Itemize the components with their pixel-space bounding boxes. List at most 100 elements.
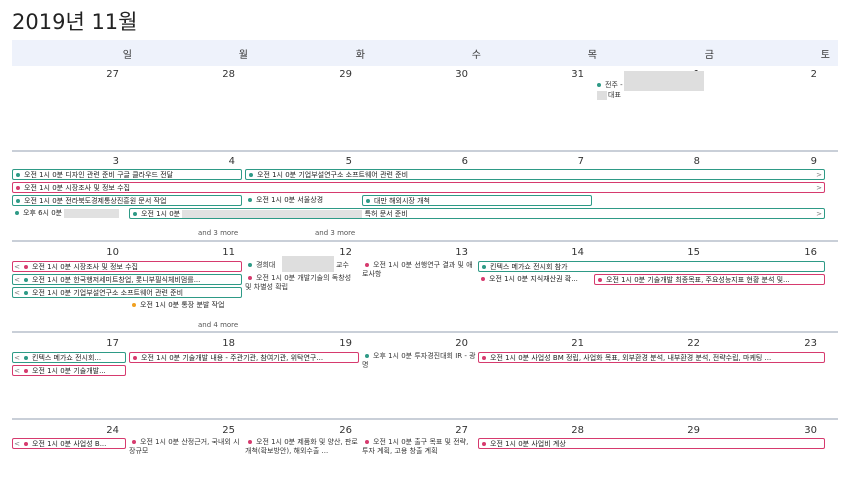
event-bar[interactable]: < 오전 1시 0분 시장조사 및 정보 수집: [12, 261, 242, 272]
event-bar[interactable]: 오전 1시 0분 기술개발 내용 - 주관기관, 참여기관, 위탁연구...: [129, 352, 359, 363]
event-dot-icon: [16, 198, 20, 203]
event-label: 오전 1시 0분 지식재산권 확...: [489, 275, 578, 283]
event-item[interactable]: 경희대: [245, 261, 275, 270]
day-number[interactable]: 6: [461, 156, 468, 167]
day-number[interactable]: 28: [222, 69, 235, 80]
event-bar[interactable]: 대만 해외시장 개척: [362, 195, 592, 206]
event-bar[interactable]: < 오전 1시 0분 기술개발...: [12, 365, 126, 376]
event-label: 오전 1시 0분 기술개발 최종목표, 주요성능지표 현황 분석 및...: [606, 276, 790, 284]
event-bar[interactable]: 오전 1시 0분 디자인 관련 준비 구글 클라우드 전달: [12, 169, 242, 180]
day-number[interactable]: 7: [577, 156, 584, 167]
day-number[interactable]: 16: [804, 247, 817, 258]
day-number[interactable]: 28: [571, 425, 584, 436]
event-label: 오전 1시 0분 서울상경: [256, 196, 324, 204]
event-item[interactable]: 오전 1시 0분 개발기술의 독창성 및 차별성 확립: [245, 274, 359, 292]
day-number[interactable]: 23: [804, 338, 817, 349]
event-dot-icon: [16, 185, 20, 190]
event-item[interactable]: 오전 1시 0분 선행연구 결과 및 애로사항: [362, 261, 476, 279]
event-item[interactable]: 오후 1시 0분 투자경진대회 IR - 광명: [362, 352, 476, 370]
more-events-link[interactable]: and 3 more: [315, 229, 356, 237]
event-dot-icon: [482, 355, 486, 360]
day-number[interactable]: 12: [339, 247, 352, 258]
day-number[interactable]: 2: [810, 69, 817, 80]
day-number[interactable]: 27: [455, 425, 468, 436]
day-number[interactable]: 29: [687, 425, 700, 436]
event-bar[interactable]: < 오전 1시 0분 기업부설연구소 소프트웨어 관련 준비: [12, 287, 242, 298]
chevron-right-icon: >: [816, 210, 822, 218]
event-dot-icon: [248, 262, 252, 267]
event-dot-icon: [24, 441, 28, 446]
day-number[interactable]: 24: [106, 425, 119, 436]
event-item[interactable]: 오전 1시 0분 제품화 및 양산, 판로개척(확보방안), 해외수출 ...: [245, 438, 359, 456]
event-item[interactable]: 오전 1시 0분 지식재산권 확...: [478, 274, 593, 285]
event-bar[interactable]: 오전 1시 0분 기업부설연구소 소프트웨어 관련 준비 >: [245, 169, 825, 180]
event-item[interactable]: 오전 1시 0분 출구 목표 및 전략, 투자 계획, 고용 창출 계획: [362, 438, 476, 456]
day-number[interactable]: 27: [106, 69, 119, 80]
event-bar[interactable]: 킨텍스 메가쇼 전시회 참가: [478, 261, 825, 272]
event-dot-icon: [248, 439, 252, 444]
event-item[interactable]: 전주 -: [594, 81, 623, 90]
day-number[interactable]: 11: [222, 247, 235, 258]
day-number[interactable]: 8: [693, 156, 700, 167]
day-number[interactable]: 13: [455, 247, 468, 258]
day-number[interactable]: 17: [106, 338, 119, 349]
chevron-left-icon: <: [14, 289, 20, 297]
event-dot-icon: [597, 82, 601, 87]
day-number[interactable]: 21: [571, 338, 584, 349]
redacted-block: [282, 256, 334, 272]
event-dot-icon: [365, 353, 369, 358]
day-number[interactable]: 25: [222, 425, 235, 436]
event-dot-icon: [16, 172, 20, 177]
event-label: 오전 1시 0분 선행연구 결과 및 애로사항: [362, 261, 473, 278]
day-number[interactable]: 9: [810, 156, 817, 167]
day-number[interactable]: 29: [339, 69, 352, 80]
event-dot-icon: [132, 439, 136, 444]
day-number[interactable]: 5: [345, 156, 352, 167]
event-bar[interactable]: 오전 1시 0분 전라북도경제통상진흥원 문서 작업: [12, 195, 242, 206]
event-dot-icon: [598, 277, 602, 282]
event-dot-icon: [133, 211, 137, 216]
day-number[interactable]: 10: [106, 247, 119, 258]
event-label: 오전 1시 0분 제품화 및 양산, 판로개척(확보방안), 해외수출 ...: [245, 438, 358, 455]
day-number[interactable]: 15: [687, 247, 700, 258]
chevron-left-icon: <: [14, 354, 20, 362]
event-item[interactable]: 오전 1시 0분 통장 분발 작업: [129, 300, 241, 311]
day-number[interactable]: 31: [571, 69, 584, 80]
event-item[interactable]: 오전 1시 0분 서울상경: [245, 195, 355, 206]
event-bar[interactable]: 오전 1시 0분 시장조사 및 정보 수집 >: [12, 182, 825, 193]
day-number[interactable]: 4: [228, 156, 235, 167]
day-number[interactable]: 26: [339, 425, 352, 436]
day-number[interactable]: 3: [112, 156, 119, 167]
day-number[interactable]: 30: [804, 425, 817, 436]
event-bar[interactable]: < 오전 1시 0분 한국행저세미트창업, 롯니부필식체비멈를...: [12, 274, 242, 285]
chevron-left-icon: <: [14, 263, 20, 271]
event-label: 오후 6시 0분: [23, 209, 63, 217]
day-number[interactable]: 18: [222, 338, 235, 349]
more-events-link[interactable]: and 3 more: [198, 229, 239, 237]
event-bar[interactable]: 오전 1시 0분 사업비 계상: [478, 438, 825, 449]
event-bar[interactable]: < 킨텍스 메가쇼 전시회...: [12, 352, 126, 363]
event-label: 킨텍스 메가쇼 전시회...: [32, 354, 102, 362]
event-item[interactable]: 오전 1시 0분 산정근거, 국내외 시장규모: [129, 438, 243, 456]
event-bar[interactable]: 오전 1시 0분 기술개발 최종목표, 주요성능지표 현황 분석 및...: [594, 274, 825, 285]
event-bar[interactable]: < 오전 1시 0분 사업성 B...: [12, 438, 126, 449]
day-number[interactable]: 30: [455, 69, 468, 80]
day-number[interactable]: 22: [687, 338, 700, 349]
weekday-sun: 일: [122, 50, 132, 61]
event-label: 오전 1시 0분 사업성 B...: [32, 440, 107, 448]
event-label: 오전 1시 0분 개발기술의 독창성 및 차별성 확립: [245, 274, 352, 291]
event-dot-icon: [482, 441, 486, 446]
more-events-link[interactable]: and 4 more: [198, 321, 239, 329]
day-number[interactable]: 19: [339, 338, 352, 349]
day-number[interactable]: 14: [571, 247, 584, 258]
day-number[interactable]: 20: [455, 338, 468, 349]
event-label: 오전 1시 0분 기업부설연구소 소프트웨어 관련 준비: [257, 171, 409, 179]
week-divider: [12, 240, 838, 242]
weekday-thu: 목: [587, 50, 597, 61]
event-bar[interactable]: 오전 1시 0분 특허 문서 준비 >: [129, 208, 825, 219]
event-label: 오전 1시 0분 사업성 BM 정립, 사업화 목표, 외부환경 분석, 내부환…: [490, 354, 772, 362]
weekday-sat: 토: [820, 50, 830, 61]
event-item[interactable]: 오후 6시 0분: [12, 208, 132, 219]
event-bar[interactable]: 오전 1시 0분 사업성 BM 정립, 사업화 목표, 외부환경 분석, 내부환…: [478, 352, 825, 363]
redacted-block: [64, 208, 120, 218]
